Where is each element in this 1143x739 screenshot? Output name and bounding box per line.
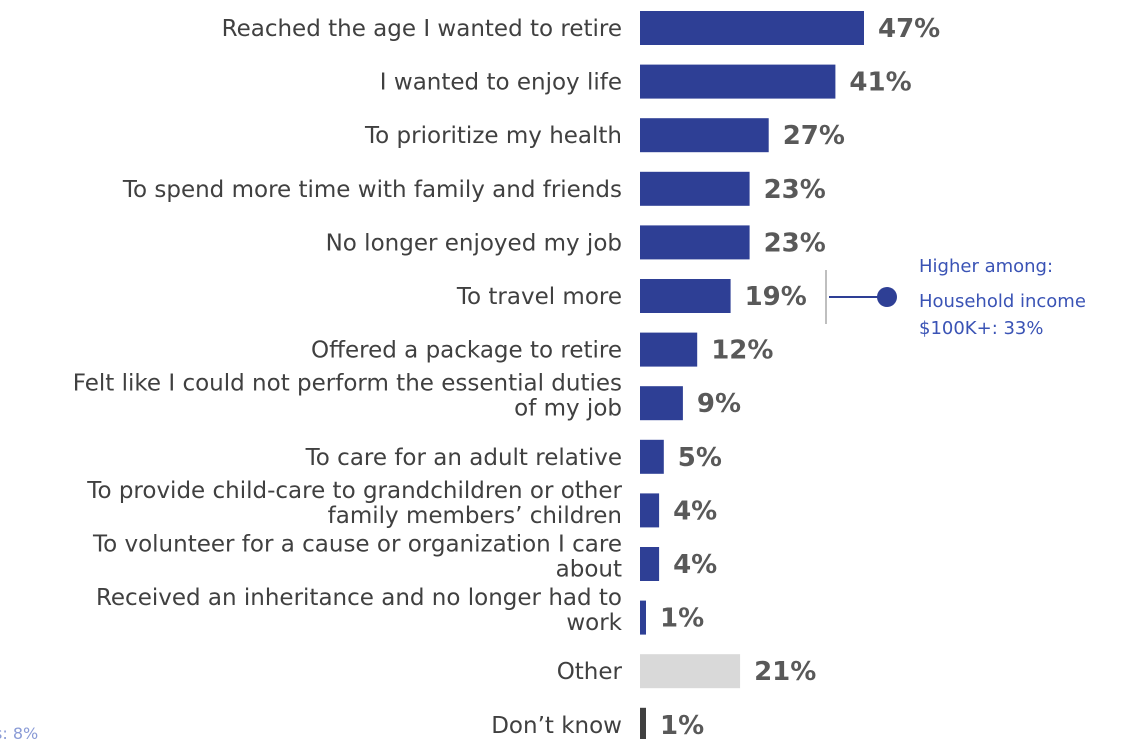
bar-12	[640, 654, 741, 689]
bar-5	[640, 279, 731, 313]
category-label-10-line-1: about	[556, 557, 622, 583]
value-labels-layer: 47% 41%27% 23% 23% 19% 12% 9% 5% 4% 4% 1% 21% 1%	[660, 14, 940, 739]
category-label-1: I wanted to enjoy life	[380, 70, 622, 96]
category-label-7-line-1: of my job	[514, 396, 622, 422]
category-labels-layer: Reached the age I wanted to retire I want…	[73, 16, 623, 739]
category-label-2: To prioritize my health	[364, 123, 622, 149]
value-label-1: 41%	[849, 68, 911, 98]
category-label-13: Don’t know	[491, 713, 622, 739]
value-label-8: 5%	[678, 443, 722, 473]
value-label-3: 23%	[764, 175, 826, 205]
bar-3	[640, 171, 750, 206]
bar-4	[640, 225, 750, 260]
bar-6	[640, 332, 698, 367]
category-label-11-line-1: work	[566, 610, 622, 636]
value-label-0: 47%	[878, 14, 940, 44]
bar-8	[640, 439, 664, 474]
value-label-2: 27%	[783, 121, 845, 151]
category-label-12: Other	[557, 659, 623, 685]
callout-dot-icon	[877, 287, 897, 307]
value-label-9: 4%	[673, 496, 717, 526]
category-label-9-line-1: family members’ children	[328, 503, 622, 529]
category-label-11-line-0: Received an inheritance and no longer ha…	[96, 585, 622, 611]
bar-2	[640, 118, 769, 153]
value-label-11: 1%	[660, 604, 704, 634]
category-label-4: No longer enjoyed my job	[326, 230, 622, 256]
value-label-7: 9%	[697, 389, 741, 419]
category-label-9-line-0: To provide child-care to grandchildren o…	[86, 478, 622, 504]
callout-line-3: $100K+: 33%	[919, 318, 1044, 339]
value-label-6: 12%	[711, 336, 773, 366]
bar-9	[640, 493, 660, 528]
value-label-12: 21%	[754, 657, 816, 687]
category-label-5: To travel more	[456, 284, 622, 310]
callout-line-1: Higher among:	[919, 256, 1053, 277]
value-label-4: 23%	[764, 228, 826, 258]
callout: Higher among: Household income $100K+: 3…	[825, 256, 1086, 339]
category-label-3: To spend more time with family and frien…	[122, 177, 622, 203]
category-label-6: Offered a package to retire	[311, 338, 622, 364]
footnote-partial-text: s: 8%	[0, 724, 38, 739]
callout-line-2: Household income	[919, 291, 1086, 312]
bar-11	[640, 600, 646, 635]
value-label-13: 1%	[660, 711, 704, 739]
bar-7	[640, 386, 683, 421]
category-label-8: To care for an adult relative	[305, 445, 622, 471]
bar-10	[640, 547, 660, 581]
value-label-10: 4%	[673, 550, 717, 580]
category-label-10-line-0: To volunteer for a cause or organization…	[92, 532, 622, 558]
category-label-7-line-0: Felt like I could not perform the essent…	[73, 371, 622, 397]
bar-13	[640, 707, 646, 739]
category-label-0: Reached the age I wanted to retire	[222, 16, 622, 42]
bars-layer	[640, 11, 864, 739]
value-label-5: 19%	[745, 282, 807, 312]
bar-1	[640, 64, 836, 99]
bar-0	[640, 11, 864, 45]
